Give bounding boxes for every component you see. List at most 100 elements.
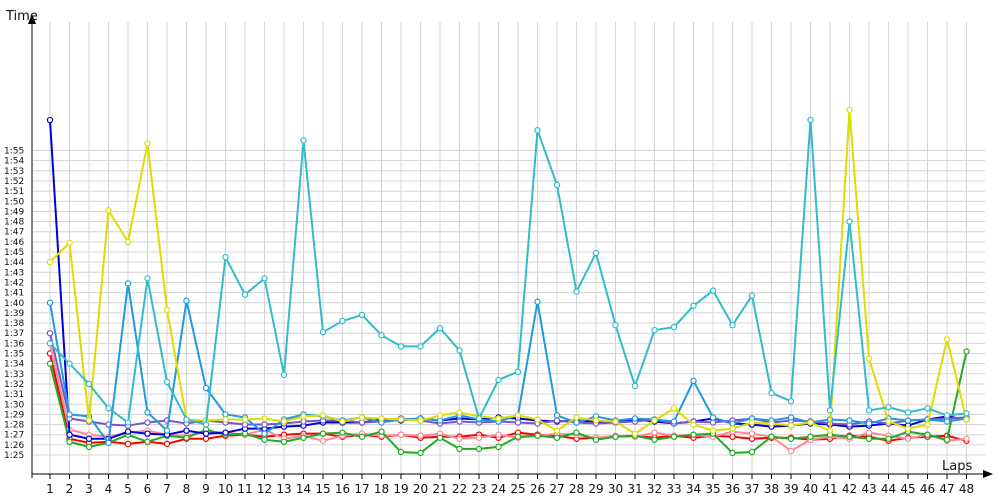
data-point [729,425,736,432]
data-point [358,414,366,421]
x-tick-label: 12 [257,482,272,496]
data-point [534,298,541,305]
data-point [202,435,210,442]
data-point [85,380,93,388]
data-point [826,427,834,434]
x-tick-label: 31 [627,482,642,496]
data-point [378,332,385,339]
x-tick-label: 44 [881,482,896,496]
data-point [300,413,307,420]
data-point [826,407,834,414]
y-tick-label: 1:30 [4,400,24,410]
x-tick-label: 19 [393,482,408,496]
data-point [748,448,756,456]
x-tick-label: 10 [218,482,233,496]
y-tick-label: 1:45 [4,248,24,258]
data-point [631,430,639,437]
data-point [46,258,54,266]
x-tick-label: 39 [783,482,798,496]
data-point [261,430,268,437]
x-tick-label: 47 [939,482,954,496]
data-point [456,347,463,354]
axes [28,14,993,478]
data-point [534,416,541,423]
data-point [807,116,814,124]
data-point [358,419,366,426]
series-7 [46,106,970,437]
data-point [124,280,132,287]
data-point [729,433,736,440]
data-point [261,275,268,282]
x-tick-label: 26 [530,482,545,496]
data-point [768,433,775,440]
x-tick-label: 6 [144,482,152,496]
data-point [592,417,600,424]
data-point [261,436,268,443]
data-point [358,433,366,440]
x-tick-label: 40 [803,482,818,496]
y-tick-label: 1:26 [4,441,24,451]
data-point [690,431,697,438]
y-axis-title: Time [5,9,38,24]
data-point [963,435,970,442]
data-point [475,445,483,453]
data-point [651,436,658,443]
data-point [768,420,775,427]
data-point [924,405,931,412]
data-point [339,429,346,436]
data-point [495,431,502,438]
y-tick-label: 1:27 [4,431,24,441]
data-point [183,297,190,304]
data-point [456,445,463,453]
data-point [514,368,522,375]
data-point [144,438,151,446]
x-tick-label: 13 [276,482,291,496]
data-point [417,343,424,350]
x-tick-label: 14 [296,482,311,496]
data-point [202,430,210,437]
data-point [436,412,444,419]
data-point [885,418,892,425]
data-point [553,181,561,189]
data-point [397,416,405,423]
y-tick-label: 1:43 [4,268,24,278]
x-tick-label: 28 [569,482,584,496]
data-point [495,443,502,451]
data-point [748,430,756,437]
y-tick-label: 1:44 [4,258,24,268]
data-point [748,419,756,426]
x-tick-label: 9 [202,482,210,496]
data-point [417,432,424,439]
data-point [319,328,327,336]
y-tick-label: 1:29 [4,410,24,420]
x-tick-label: 41 [822,482,837,496]
data-point [124,428,132,435]
data-point [514,433,522,440]
data-point [670,418,678,425]
data-point [456,435,463,442]
data-point [66,239,73,247]
x-tick-label: 25 [510,482,525,496]
y-tick-label: 1:38 [4,319,24,329]
data-point [46,299,54,306]
y-tick-label: 1:25 [4,451,24,461]
data-point [163,440,171,448]
data-point [709,419,717,426]
x-tick-label: 29 [588,482,603,496]
y-tick-labels: 1:251:261:271:281:291:301:311:321:331:34… [4,147,24,462]
y-tick-label: 1:55 [4,147,24,157]
data-point [904,425,912,432]
data-point [865,355,873,362]
y-tick-label: 1:53 [4,167,24,177]
data-point [885,404,892,411]
y-tick-label: 1:28 [4,421,24,431]
data-point [631,382,639,390]
data-point [300,418,307,425]
data-point [105,207,112,214]
data-point [865,420,873,427]
data-point [514,412,522,419]
data-point [612,418,619,425]
y-tick-label: 1:51 [4,187,24,197]
data-point [592,436,600,443]
series-line [49,119,967,426]
